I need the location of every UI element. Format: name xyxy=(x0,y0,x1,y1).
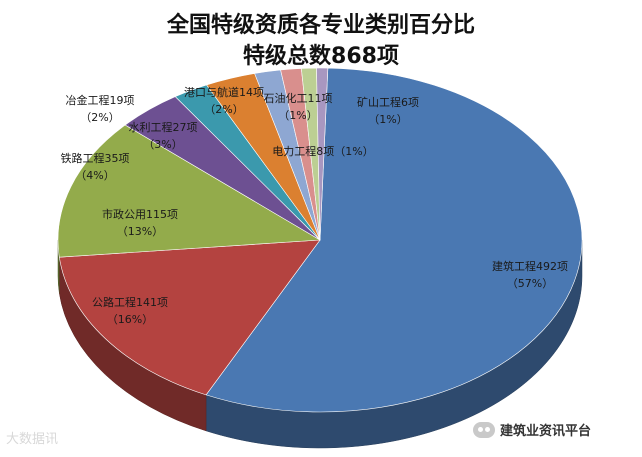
slice-label-1: 公路工程141项 （16%） xyxy=(92,296,168,326)
pie-slice-1 xyxy=(58,239,321,396)
slice-label-name-7: 石油化工11项 xyxy=(264,91,333,105)
slice-label-7: 石油化工11项 （1%） xyxy=(264,91,333,122)
slice-label-pct-0: （57%） xyxy=(507,277,553,290)
watermark-right-text: 建筑业资讯平台 xyxy=(500,424,592,439)
slice-label-2: 市政公用115项 （13%） xyxy=(102,207,178,238)
chart-title-line-1: 全国特级资质各专业类别百分比 xyxy=(166,13,475,38)
chart-title-line-2: 特级总数868项 xyxy=(243,44,399,69)
pie-slice-0 xyxy=(205,67,583,413)
watermark-right: 建筑业资讯平台 xyxy=(473,420,591,439)
slice-label-8: 电力工程8项（1%） xyxy=(272,145,373,158)
slice-label-0: 建筑工程492项 （57%） xyxy=(492,259,568,290)
slice-label-name-6: 港口与航道14项 xyxy=(184,85,264,99)
slice-label-pct-2: （13%） xyxy=(117,225,163,238)
slice-label-6: 港口与航道14项 （2%） xyxy=(184,85,264,116)
slice-label-3: 铁路工程35项 （4%） xyxy=(61,152,130,182)
slice-label-name-5: 水利工程27项 xyxy=(129,121,198,134)
slice-label-name-0: 建筑工程492项 xyxy=(492,259,568,273)
wechat-icon xyxy=(473,421,495,438)
watermark-left: 大数据讯 xyxy=(6,432,59,447)
slice-label-pct-3: （4%） xyxy=(75,169,114,182)
slice-label-name-4: 冶金工程19项 xyxy=(66,93,135,107)
slice-label-pct-9: （1%） xyxy=(368,113,407,126)
pie-slice-9 xyxy=(316,67,329,241)
chart-title: 全国特级资质各专业类别百分比 特级总数868项 xyxy=(0,10,642,72)
pie-labels: 建筑工程492项 （57%） 公路工程141项 （16%） 市政公用115项 （13%） 铁… xyxy=(61,85,569,326)
slice-label-5: 水利工程27项 （3%） xyxy=(129,121,198,151)
slice-label-4: 冶金工程19项 （2%） xyxy=(66,93,135,124)
slice-label-name-2: 市政公用115项 xyxy=(102,207,178,221)
slice-label-pct-1: （16%） xyxy=(107,313,153,326)
slice-label-pct-6: （2%） xyxy=(204,103,243,116)
slice-label-pct-7: （1%） xyxy=(278,109,317,122)
slice-label-text-8: 电力工程8项（1%） xyxy=(272,145,373,158)
slice-label-name-3: 铁路工程35项 xyxy=(61,152,130,165)
slice-label-9: 矿山工程6项 （1%） xyxy=(357,96,419,126)
pie-slice-2 xyxy=(57,124,321,258)
slice-label-pct-4: （2%） xyxy=(80,111,119,124)
slice-label-pct-5: （3%） xyxy=(143,138,182,151)
slice-label-name-9: 矿山工程6项 xyxy=(357,96,419,109)
slice-label-name-1: 公路工程141项 xyxy=(92,296,168,309)
pie-tops xyxy=(57,67,583,413)
